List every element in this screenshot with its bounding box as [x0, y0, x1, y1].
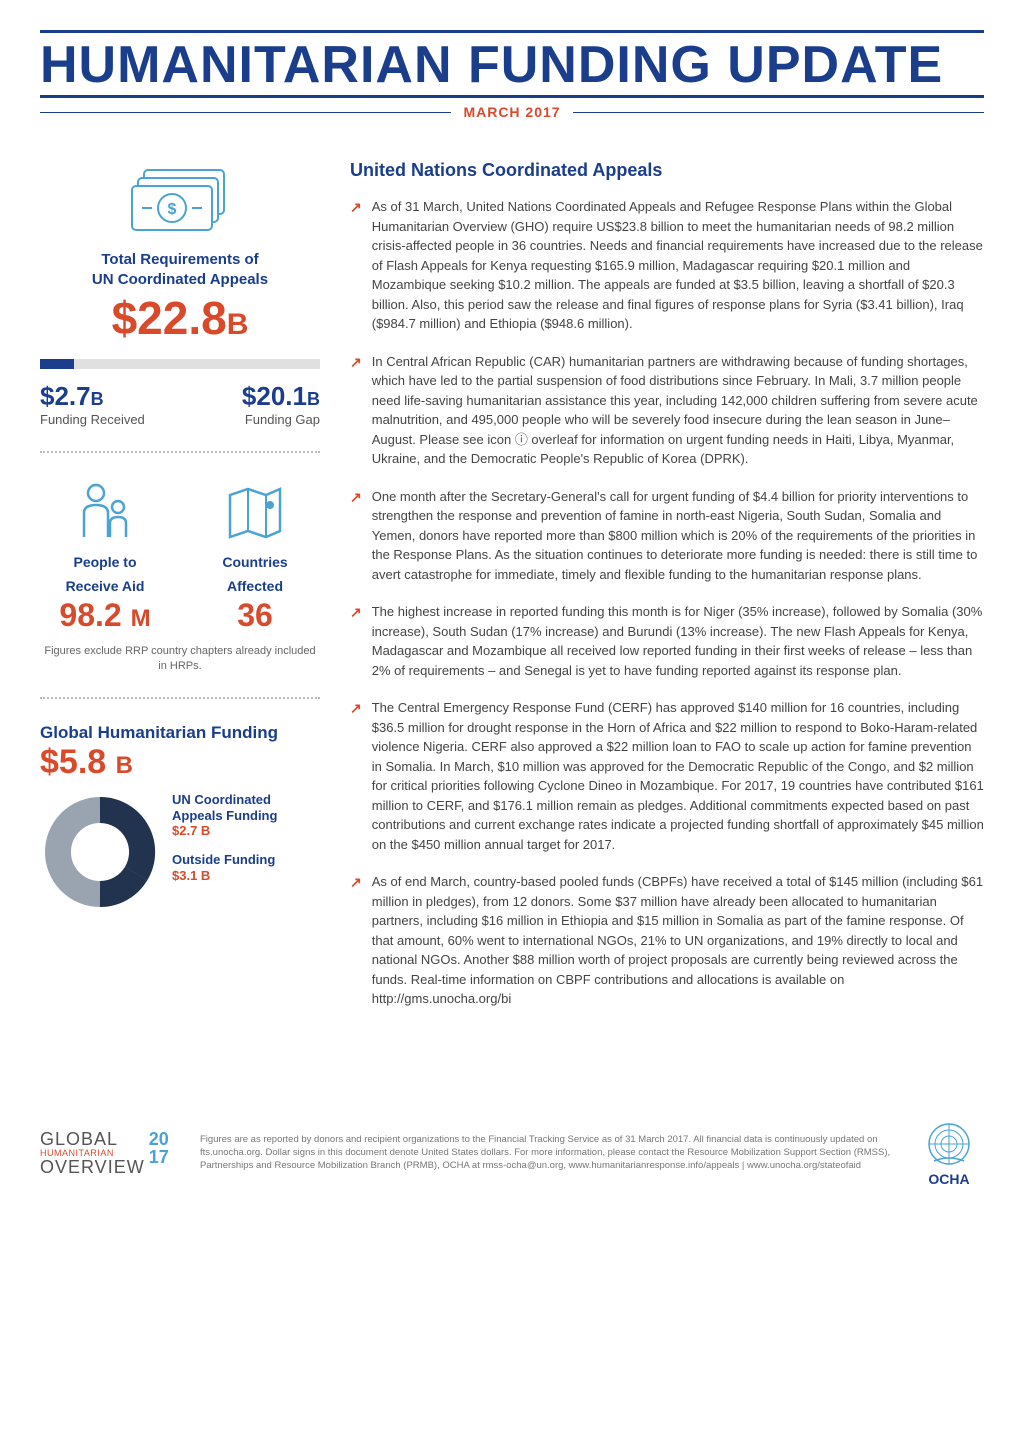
fr-num: $2.7 [40, 381, 91, 411]
arrow-icon: ↗ [350, 872, 362, 1009]
main-columns: $ Total Requirements of UN Coordinated A… [40, 160, 984, 1027]
bullet-2: ↗One month after the Secretary-General's… [350, 487, 984, 585]
gho-logo: GLOBAL HUMANITARIAN OVERVIEW 20 17 [40, 1130, 180, 1176]
section-heading: United Nations Coordinated Appeals [350, 160, 984, 181]
leg0-val: $2.7 B [172, 823, 277, 838]
bullet-0-text: As of 31 March, United Nations Coordinat… [372, 197, 984, 334]
total-req-label-2: UN Coordinated Appeals [40, 270, 320, 290]
separator-2 [40, 697, 320, 699]
fr-unit: B [91, 389, 104, 409]
map-icon [220, 477, 290, 547]
un-emblem-icon [924, 1119, 974, 1169]
bullet-3: ↗The highest increase in reported fundin… [350, 602, 984, 680]
leg0-l1: UN Coordinated [172, 792, 277, 808]
gho-l3: OVERVIEW [40, 1158, 145, 1176]
ocha-logo: OCHA [914, 1119, 984, 1187]
countries-value: 36 [190, 597, 320, 634]
funding-received-val: $2.7B [40, 381, 145, 412]
funding-gap-val: $20.1B [242, 381, 320, 412]
header: HUMANITARIAN FUNDING UPDATE [40, 39, 984, 98]
top-rule [40, 30, 984, 33]
people-num: 98.2 [59, 597, 121, 633]
total-req-value: $22.8B [40, 295, 320, 341]
funding-gap-label: Funding Gap [242, 412, 320, 427]
funding-gap-block: $20.1B Funding Gap [242, 381, 320, 427]
subtitle-row: MARCH 2017 [40, 104, 984, 120]
left-footnote: Figures exclude RRP country chapters alr… [40, 644, 320, 673]
arrow-icon: ↗ [350, 602, 362, 680]
arrow-icon: ↗ [350, 352, 362, 469]
ocha-label: OCHA [914, 1171, 984, 1187]
ghf-value: $5.8 B [40, 743, 320, 782]
people-value: 98.2 M [40, 597, 170, 634]
rule-right [573, 112, 984, 113]
legend-item-1: Outside Funding $3.1 B [172, 852, 277, 883]
bullet-4-text: The Central Emergency Response Fund (CER… [372, 698, 984, 854]
gho-y1: 20 [149, 1130, 169, 1148]
people-label-1: People to [40, 553, 170, 571]
total-req-num: $22.8 [112, 292, 227, 344]
countries-block: Countries Affected 36 [190, 477, 320, 634]
donut-legend: UN Coordinated Appeals Funding $2.7 B Ou… [172, 792, 277, 897]
arrow-icon: ↗ [350, 698, 362, 854]
people-unit: M [131, 605, 151, 632]
footer-text: Figures are as reported by donors and re… [200, 1133, 894, 1173]
ghf-title: Global Humanitarian Funding [40, 723, 320, 743]
gho-l2: HUMANITARIAN [40, 1148, 145, 1158]
total-req-label-1: Total Requirements of [40, 250, 320, 270]
funding-progress-bar [40, 359, 320, 369]
bullet-1: ↗In Central African Republic (CAR) human… [350, 352, 984, 469]
fg-num: $20.1 [242, 381, 307, 411]
arrow-icon: ↗ [350, 197, 362, 334]
gho-y2: 17 [149, 1148, 169, 1166]
leg1-l1: Outside Funding [172, 852, 277, 868]
ghf-num: $5.8 [40, 743, 106, 781]
people-icon [70, 477, 140, 547]
funding-progress-fill [40, 359, 74, 369]
separator-1 [40, 451, 320, 453]
bullet-list: ↗As of 31 March, United Nations Coordina… [350, 197, 984, 1009]
page-title: HUMANITARIAN FUNDING UPDATE [40, 39, 984, 91]
bullet-5: ↗As of end March, country-based pooled f… [350, 872, 984, 1009]
funding-received-block: $2.7B Funding Received [40, 381, 145, 427]
ghf-unit: B [116, 752, 133, 779]
total-req-unit: B [227, 308, 249, 341]
donut-chart [40, 792, 160, 912]
footer: GLOBAL HUMANITARIAN OVERVIEW 20 17 Figur… [40, 1107, 984, 1187]
bullet-3-text: The highest increase in reported funding… [372, 602, 984, 680]
svg-text:$: $ [168, 201, 177, 218]
people-label-2: Receive Aid [40, 577, 170, 595]
people-block: People to Receive Aid 98.2 M [40, 477, 170, 634]
bullet-1-text: In Central African Republic (CAR) humani… [372, 352, 984, 469]
leg1-val: $3.1 B [172, 868, 277, 883]
funding-received-label: Funding Received [40, 412, 145, 427]
rule-left [40, 112, 451, 113]
subtitle: MARCH 2017 [451, 104, 572, 120]
donut-row: UN Coordinated Appeals Funding $2.7 B Ou… [40, 792, 320, 912]
bullet-4: ↗The Central Emergency Response Fund (CE… [350, 698, 984, 854]
bullet-5-text: As of end March, country-based pooled fu… [372, 872, 984, 1009]
money-icon: $ [40, 160, 320, 240]
left-column: $ Total Requirements of UN Coordinated A… [40, 160, 320, 1027]
bullet-0: ↗As of 31 March, United Nations Coordina… [350, 197, 984, 334]
legend-item-0: UN Coordinated Appeals Funding $2.7 B [172, 792, 277, 838]
arrow-icon: ↗ [350, 487, 362, 585]
fg-unit: B [307, 389, 320, 409]
countries-label-1: Countries [190, 553, 320, 571]
people-countries-row: People to Receive Aid 98.2 M Countries A… [40, 477, 320, 634]
right-column: United Nations Coordinated Appeals ↗As o… [350, 160, 984, 1027]
funding-split: $2.7B Funding Received $20.1B Funding Ga… [40, 381, 320, 427]
leg0-l2: Appeals Funding [172, 808, 277, 824]
gho-l1: GLOBAL [40, 1130, 145, 1148]
bullet-2-text: One month after the Secretary-General's … [372, 487, 984, 585]
countries-label-2: Affected [190, 577, 320, 595]
